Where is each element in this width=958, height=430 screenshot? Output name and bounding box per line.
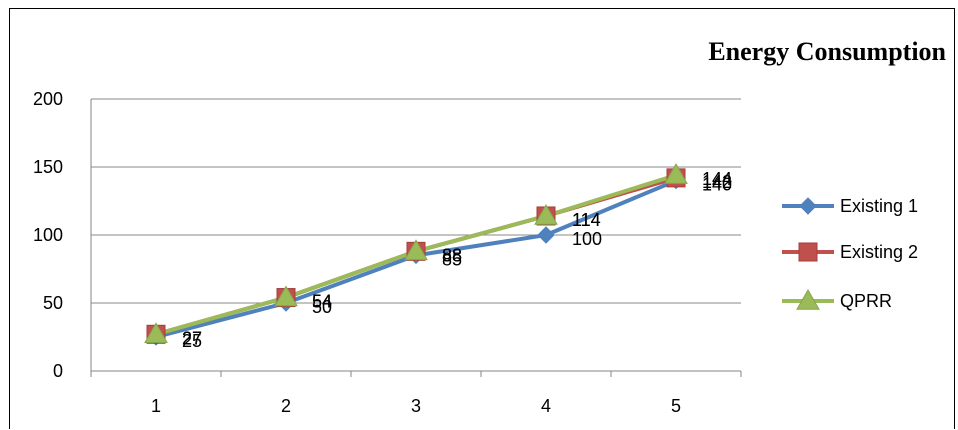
data-point: [144, 322, 168, 344]
data-label: 85: [442, 249, 462, 269]
data-point: [664, 163, 688, 184]
data-label: 88: [442, 245, 462, 265]
x-tick-label: 3: [411, 396, 421, 416]
data-point: [274, 285, 298, 307]
series-markers: [144, 163, 688, 346]
y-tick-label: 0: [53, 361, 63, 381]
data-label: 27: [182, 328, 202, 348]
data-label: 25: [182, 331, 202, 351]
chart-title: Energy Consumption: [708, 37, 946, 66]
data-label: 100: [572, 229, 602, 249]
legend-label: Existing 2: [840, 242, 918, 262]
y-axis-ticks: 0 50 100 150 200: [33, 89, 63, 381]
data-label: 114: [572, 210, 601, 230]
data-label: 114: [572, 210, 601, 230]
data-label: 54: [312, 292, 332, 312]
data-label: 144: [702, 169, 732, 189]
data-label: 140: [702, 175, 732, 195]
y-tick-label: 50: [43, 293, 63, 313]
y-tick-label: 200: [33, 89, 63, 109]
x-tick-label: 1: [151, 396, 161, 416]
legend-marker: [799, 197, 817, 215]
data-label: 50: [312, 297, 332, 317]
legend: Existing 1 Existing 2 QPRR: [782, 196, 918, 311]
legend-label: Existing 1: [840, 196, 918, 216]
data-label: 88: [442, 245, 462, 265]
data-label: 27: [182, 328, 202, 348]
legend-marker: [796, 288, 820, 310]
data-point: [404, 239, 428, 261]
x-tick-label: 2: [281, 396, 291, 416]
x-axis-ticks: 1 2 3 4 5: [90, 371, 742, 416]
data-point: [537, 226, 555, 244]
x-tick-label: 5: [671, 396, 681, 416]
legend-label: QPRR: [840, 291, 892, 311]
chart-frame: [9, 8, 955, 429]
y-tick-label: 100: [33, 225, 63, 245]
gridlines: [90, 98, 741, 372]
legend-marker: [798, 242, 818, 262]
data-point: [534, 203, 558, 225]
data-label: 54: [312, 292, 332, 312]
y-tick-label: 150: [33, 157, 63, 177]
data-label: 142: [702, 172, 732, 192]
x-tick-label: 4: [541, 396, 551, 416]
